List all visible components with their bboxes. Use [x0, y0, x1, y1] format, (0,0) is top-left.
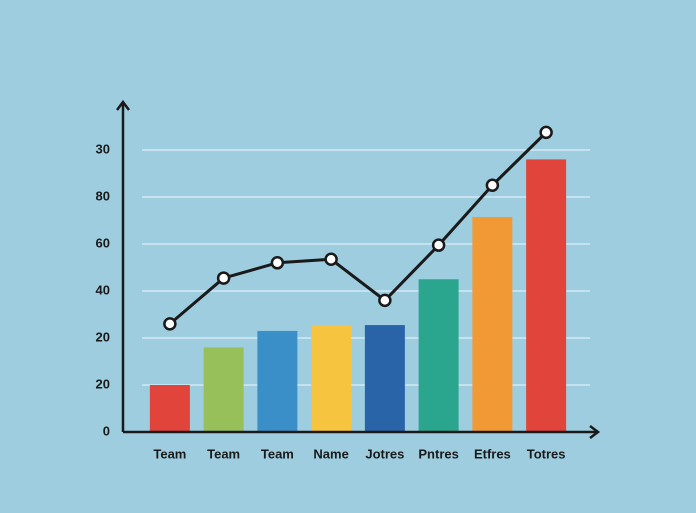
- line-marker: [163, 317, 177, 331]
- line-marker: [378, 293, 392, 308]
- x-tick-label: Name: [313, 446, 348, 461]
- x-tick-label: Jotres: [365, 446, 404, 461]
- y-tick-label: 30: [96, 141, 110, 156]
- bars: [149, 159, 567, 432]
- line-layer: [163, 125, 553, 331]
- line-marker: [539, 125, 553, 140]
- line-marker: [324, 252, 338, 267]
- x-tick-label: Etfres: [474, 446, 511, 461]
- line-marker: [431, 238, 446, 252]
- y-tick-label: 20: [96, 376, 110, 391]
- bar: [149, 385, 190, 432]
- line-marker: [485, 178, 500, 192]
- bar: [418, 279, 459, 432]
- x-tick-label: Team: [261, 446, 294, 461]
- bar: [311, 325, 352, 432]
- line: [168, 131, 548, 326]
- y-tick-label: 20: [96, 329, 110, 344]
- x-tick-label: Pntres: [418, 446, 458, 461]
- line-marker: [216, 271, 231, 285]
- bar: [203, 347, 244, 432]
- bar: [472, 216, 513, 432]
- y-axis-arrow: [116, 99, 130, 111]
- y-tick-label: 80: [96, 188, 110, 203]
- bar: [526, 159, 567, 432]
- x-tick-label: Totres: [527, 446, 566, 461]
- bar: [364, 325, 405, 432]
- y-tick-label: 60: [96, 235, 110, 250]
- x-axis-arrow: [589, 425, 601, 439]
- y-tick-label: 40: [96, 282, 110, 297]
- x-tick-label: Team: [153, 446, 186, 461]
- line-marker: [270, 256, 285, 270]
- y-tick-label: 0: [103, 423, 110, 438]
- bar: [257, 330, 298, 432]
- x-tick-label: Team: [207, 446, 240, 461]
